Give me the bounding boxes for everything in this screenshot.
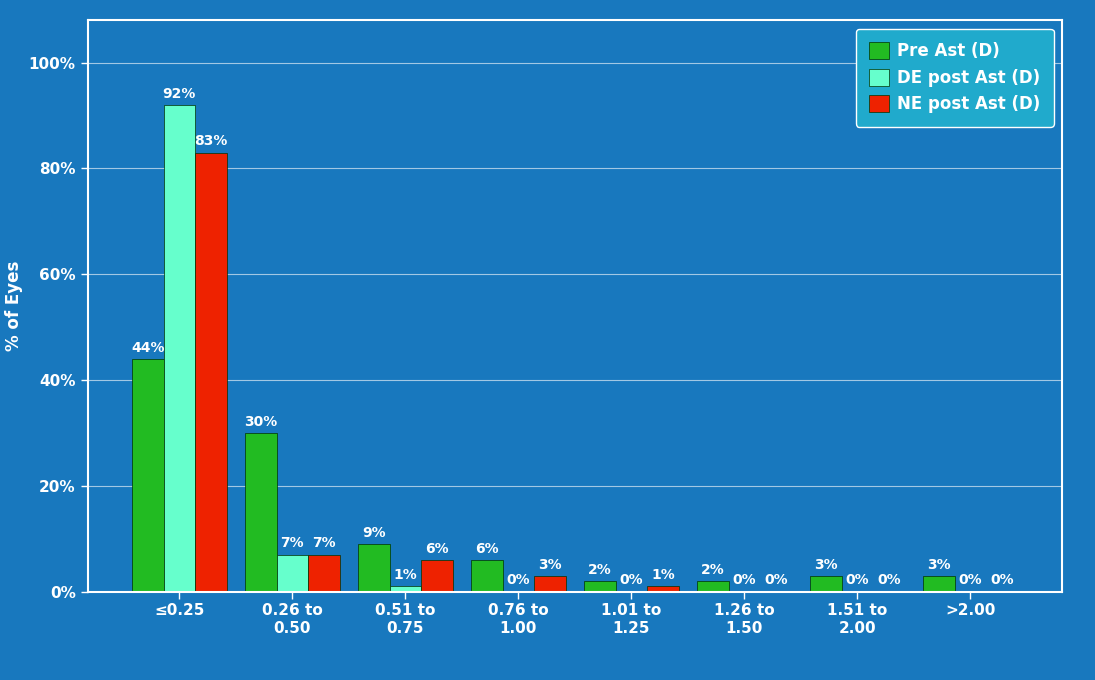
Text: 0%: 0% — [620, 573, 643, 588]
Bar — [422, 560, 453, 592]
Legend: Pre Ast (D), DE post Ast (D), NE post Ast (D): Pre Ast (D), DE post Ast (D), NE post As… — [855, 29, 1053, 126]
Text: 3%: 3% — [539, 558, 562, 571]
Text: 0%: 0% — [958, 573, 982, 588]
Text: 0%: 0% — [507, 573, 530, 588]
Text: 7%: 7% — [312, 537, 336, 550]
Text: 6%: 6% — [475, 542, 498, 556]
Bar — [245, 433, 277, 592]
Bar — [534, 576, 566, 592]
Bar — [163, 105, 195, 592]
Bar — [390, 586, 422, 592]
Bar — [696, 581, 728, 592]
Text: 2%: 2% — [701, 563, 725, 577]
Text: 83%: 83% — [194, 135, 228, 148]
Text: 7%: 7% — [280, 537, 304, 550]
Text: 1%: 1% — [393, 568, 417, 582]
Bar — [308, 555, 339, 592]
Bar — [131, 359, 163, 592]
Text: 0%: 0% — [733, 573, 757, 588]
Text: 3%: 3% — [927, 558, 950, 571]
Bar — [358, 544, 390, 592]
Text: 3%: 3% — [814, 558, 838, 571]
Bar — [647, 586, 679, 592]
Bar — [810, 576, 842, 592]
Text: 1%: 1% — [652, 568, 675, 582]
Text: 92%: 92% — [163, 87, 196, 101]
Bar — [584, 581, 615, 592]
Text: 0%: 0% — [877, 573, 901, 588]
Text: 0%: 0% — [764, 573, 787, 588]
Text: 0%: 0% — [845, 573, 869, 588]
Bar — [471, 560, 503, 592]
Text: 6%: 6% — [425, 542, 449, 556]
Text: 30%: 30% — [244, 415, 277, 428]
Y-axis label: % of Eyes: % of Eyes — [5, 261, 23, 351]
Text: 9%: 9% — [362, 526, 385, 540]
Text: 0%: 0% — [990, 573, 1014, 588]
Text: 2%: 2% — [588, 563, 612, 577]
Bar — [277, 555, 308, 592]
Text: 44%: 44% — [131, 341, 164, 355]
Bar — [923, 576, 955, 592]
Bar — [195, 152, 227, 592]
